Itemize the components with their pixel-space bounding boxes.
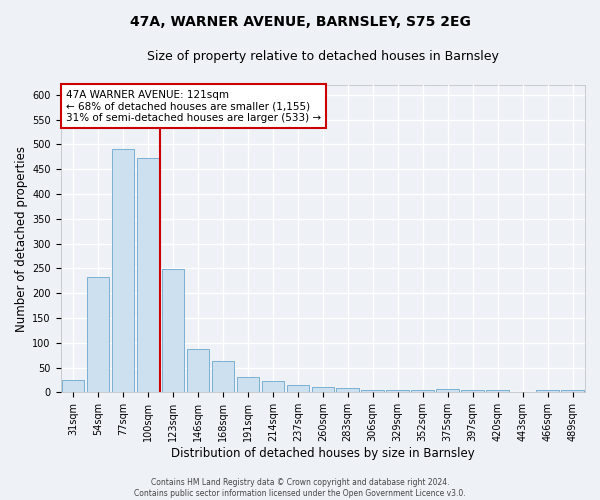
Bar (187, 348, 209, 393)
Bar (536, 390, 559, 392)
Bar (262, 381, 284, 392)
Y-axis label: Number of detached properties: Number of detached properties (15, 146, 28, 332)
Text: Contains HM Land Registry data © Crown copyright and database right 2024.
Contai: Contains HM Land Registry data © Crown c… (134, 478, 466, 498)
Bar (412, 390, 434, 392)
Bar (236, 377, 259, 392)
Bar (361, 390, 384, 392)
Bar (461, 390, 484, 392)
Bar (161, 269, 184, 392)
Bar (112, 150, 134, 392)
Title: Size of property relative to detached houses in Barnsley: Size of property relative to detached ho… (147, 50, 499, 63)
Bar (287, 386, 309, 392)
Bar (87, 278, 109, 392)
Bar (337, 388, 359, 392)
Bar (386, 390, 409, 392)
Bar (561, 390, 584, 392)
Bar (487, 390, 509, 392)
Bar (137, 158, 159, 392)
Bar (212, 361, 234, 392)
Bar (62, 380, 84, 392)
X-axis label: Distribution of detached houses by size in Barnsley: Distribution of detached houses by size … (171, 447, 475, 460)
Bar (311, 387, 334, 392)
Text: 47A WARNER AVENUE: 121sqm
← 68% of detached houses are smaller (1,155)
31% of se: 47A WARNER AVENUE: 121sqm ← 68% of detac… (66, 90, 321, 123)
Text: 47A, WARNER AVENUE, BARNSLEY, S75 2EG: 47A, WARNER AVENUE, BARNSLEY, S75 2EG (130, 15, 470, 29)
Bar (436, 390, 459, 392)
